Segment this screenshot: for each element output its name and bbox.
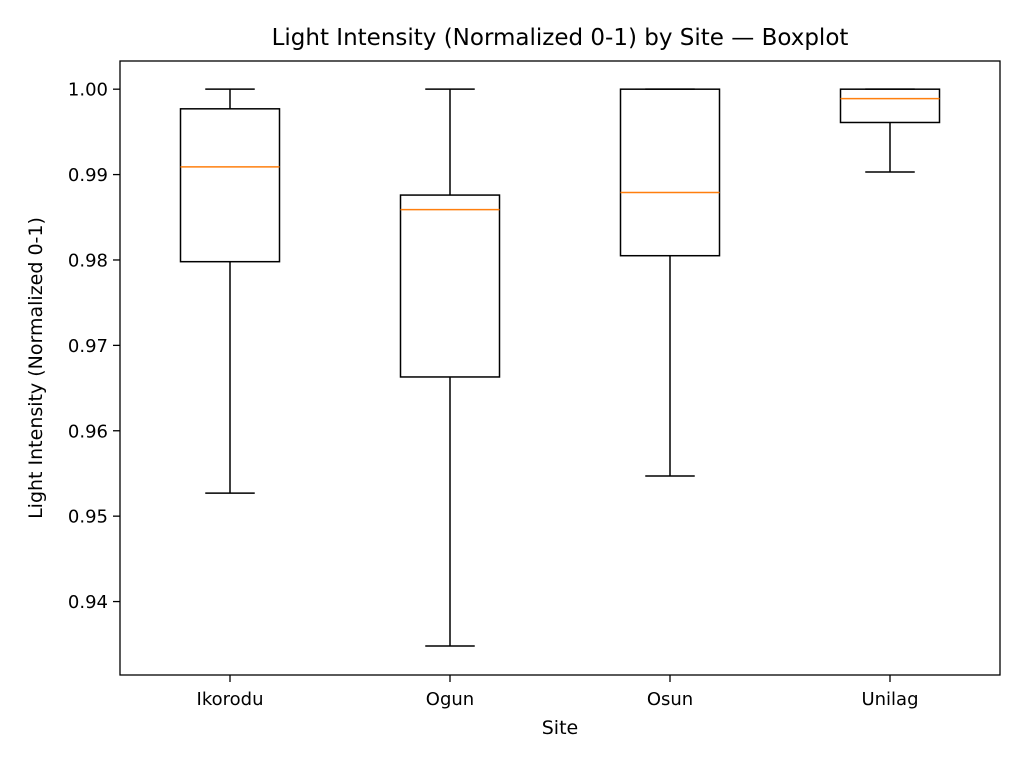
y-axis: 0.94 0.95 0.96 0.97 0.98 0.99 1.00	[68, 80, 120, 613]
y-tick-label: 0.97	[68, 336, 108, 357]
box-ikorodu	[179, 88, 281, 494]
plot-area	[179, 88, 941, 647]
chart-title: Light Intensity (Normalized 0-1) by Site…	[272, 25, 849, 51]
y-tick-label: 0.94	[68, 592, 108, 613]
axes-frame	[119, 60, 1001, 676]
x-tick-label: Osun	[647, 689, 693, 710]
iqr-box	[839, 88, 941, 124]
iqr-box	[399, 194, 501, 378]
y-tick-label: 0.98	[68, 250, 108, 271]
y-tick-label: 0.95	[68, 507, 108, 528]
box-unilag	[839, 88, 941, 173]
y-tick-label: 0.99	[68, 165, 108, 186]
x-tick-label: Ogun	[426, 689, 474, 710]
x-axis-label: Site	[542, 717, 578, 739]
iqr-box	[619, 88, 721, 257]
box-ogun	[399, 88, 501, 647]
y-tick-label: 0.96	[68, 421, 108, 442]
iqr-box	[179, 108, 281, 263]
x-tick-label: Unilag	[861, 689, 918, 710]
x-tick-label: Ikorodu	[197, 689, 264, 710]
y-tick-label: 1.00	[68, 80, 108, 101]
box-osun	[619, 88, 721, 477]
y-axis-label: Light Intensity (Normalized 0-1)	[25, 217, 47, 519]
x-axis: Ikorodu Ogun Osun Unilag	[197, 675, 919, 710]
